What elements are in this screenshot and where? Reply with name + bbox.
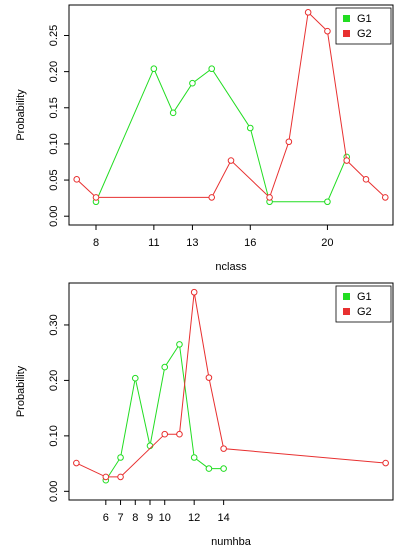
y-axis-title: Probability <box>15 365 27 417</box>
data-point-g1 <box>220 465 227 472</box>
legend-label-g1: G1 <box>357 13 372 25</box>
legend-label-g1: G1 <box>357 291 372 303</box>
x-axis-title: nclass <box>215 261 247 273</box>
x-axis-title: numhba <box>211 536 252 548</box>
plot-frame <box>68 282 394 501</box>
data-point-g1 <box>246 124 254 132</box>
data-point-g1 <box>176 341 183 348</box>
data-point-g2 <box>381 194 389 201</box>
data-point-g2 <box>73 176 81 183</box>
data-point-g2 <box>92 194 100 201</box>
y-tick-label: 0.00 <box>48 481 60 502</box>
y-tick-label: 0.10 <box>48 133 60 154</box>
y-tick-label: 0.25 <box>48 25 60 46</box>
legend-swatch-g1 <box>343 293 350 300</box>
data-point-g2 <box>220 445 227 452</box>
data-point-g2 <box>102 473 110 481</box>
chart-nclass: 0.00 0.05 0.10 0.15 0.20 0.25 8 11 13 16 20 nclass P… <box>15 4 394 273</box>
series-line-g1 <box>95 67 348 203</box>
data-point-g2 <box>161 430 169 438</box>
legend-swatch-g1 <box>343 15 350 22</box>
data-point-g2 <box>324 27 331 35</box>
data-point-g2 <box>343 157 351 164</box>
y-axis-title: Probability <box>15 89 27 141</box>
data-point-g1 <box>131 374 139 382</box>
y-tick-label: 0.15 <box>48 97 60 118</box>
data-point-g2 <box>190 288 198 296</box>
x-tick-label: 9 <box>147 512 153 524</box>
data-point-g1 <box>161 363 169 371</box>
data-point-g2 <box>382 459 389 467</box>
x-tick-label: 10 <box>159 512 171 524</box>
legend-box <box>335 7 392 45</box>
x-tick-label: 11 <box>148 237 159 249</box>
data-point-g1 <box>117 454 124 461</box>
legend-label-g2: G2 <box>357 28 372 40</box>
data-point-g2 <box>285 138 293 146</box>
data-point-g2 <box>205 374 213 381</box>
data-point-g2 <box>176 430 183 438</box>
data-point-g2 <box>227 157 235 164</box>
x-tick-label: 7 <box>117 512 123 524</box>
x-tick-label: 12 <box>188 512 200 524</box>
data-point-g1 <box>208 65 216 73</box>
data-point-g2 <box>362 176 370 183</box>
data-point-g2 <box>73 459 80 467</box>
x-tick-label: 16 <box>244 237 256 249</box>
x-tick-label: 14 <box>218 512 230 524</box>
legend-label-g2: G2 <box>357 306 372 318</box>
data-point-g1 <box>169 109 177 117</box>
data-point-g1 <box>205 465 213 472</box>
y-tick-label: 0.30 <box>48 314 60 335</box>
legend-swatch-g2 <box>343 30 350 37</box>
x-tick-label: 20 <box>321 237 333 249</box>
y-tick-label: 0.00 <box>48 205 60 226</box>
y-tick-label: 0.05 <box>48 169 60 190</box>
data-point-g2 <box>208 194 216 201</box>
legend-box <box>335 285 392 323</box>
x-tick-label: 8 <box>93 237 99 249</box>
x-tick-label: 13 <box>186 237 198 249</box>
data-point-g2 <box>266 194 273 201</box>
data-point-g2 <box>117 473 124 481</box>
y-tick-label: 0.20 <box>48 370 60 391</box>
data-point-g1 <box>324 198 331 206</box>
x-tick-label: 6 <box>103 512 109 524</box>
plot-frame <box>68 4 394 226</box>
data-point-g1 <box>190 454 198 461</box>
data-point-g1 <box>150 65 158 73</box>
x-tick-label: 8 <box>132 512 138 524</box>
y-tick-label: 0.10 <box>48 425 60 446</box>
chart-numhba: 0.00 0.10 0.20 0.30 6 7 8 9 10 12 14 numhba Probabil… <box>15 282 394 548</box>
data-point-g1 <box>189 79 196 87</box>
y-tick-label: 0.20 <box>48 61 60 82</box>
data-point-g2 <box>304 9 312 16</box>
legend-swatch-g2 <box>343 308 350 315</box>
